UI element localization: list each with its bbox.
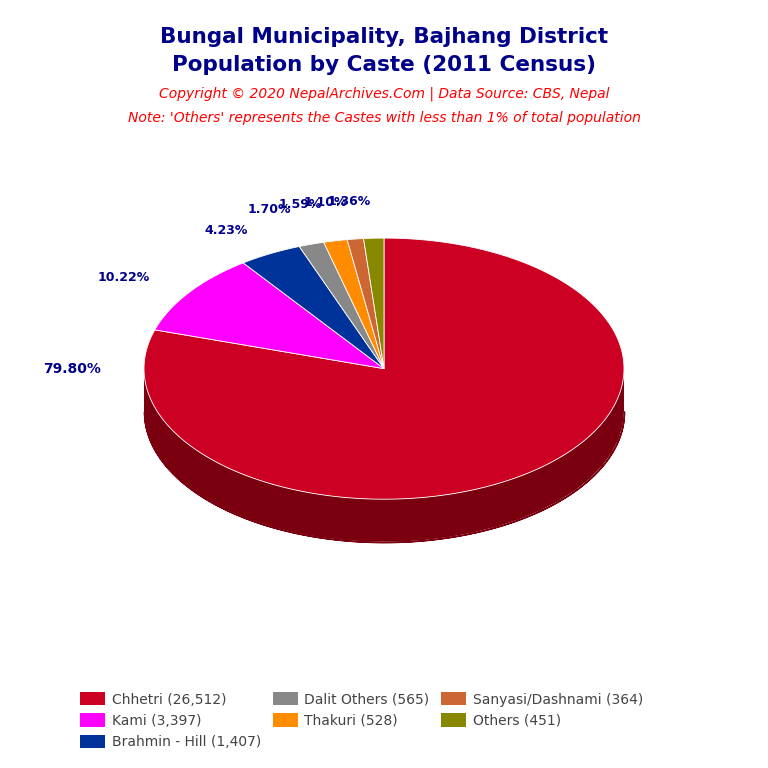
Polygon shape (323, 240, 384, 369)
Text: Note: 'Others' represents the Castes with less than 1% of total population: Note: 'Others' represents the Castes wit… (127, 111, 641, 125)
Polygon shape (144, 238, 624, 499)
Text: 1.10%: 1.10% (304, 196, 347, 209)
Text: Copyright © 2020 NepalArchives.Com | Data Source: CBS, Nepal: Copyright © 2020 NepalArchives.Com | Dat… (159, 86, 609, 101)
Text: Population by Caste (2011 Census): Population by Caste (2011 Census) (172, 55, 596, 75)
Text: 4.23%: 4.23% (204, 224, 247, 237)
Polygon shape (155, 263, 384, 369)
Polygon shape (363, 238, 384, 369)
Polygon shape (300, 242, 384, 369)
Text: 79.80%: 79.80% (43, 362, 101, 376)
Polygon shape (243, 247, 384, 369)
Text: 1.70%: 1.70% (247, 203, 291, 216)
Text: 1.36%: 1.36% (328, 195, 371, 208)
Text: 1.59%: 1.59% (278, 198, 322, 211)
Polygon shape (347, 239, 384, 369)
Text: 10.22%: 10.22% (98, 271, 150, 283)
Text: Bungal Municipality, Bajhang District: Bungal Municipality, Bajhang District (160, 27, 608, 47)
Polygon shape (144, 369, 624, 541)
Legend: Chhetri (26,512), Kami (3,397), Brahmin - Hill (1,407), Dalit Others (565), Thak: Chhetri (26,512), Kami (3,397), Brahmin … (76, 688, 647, 753)
